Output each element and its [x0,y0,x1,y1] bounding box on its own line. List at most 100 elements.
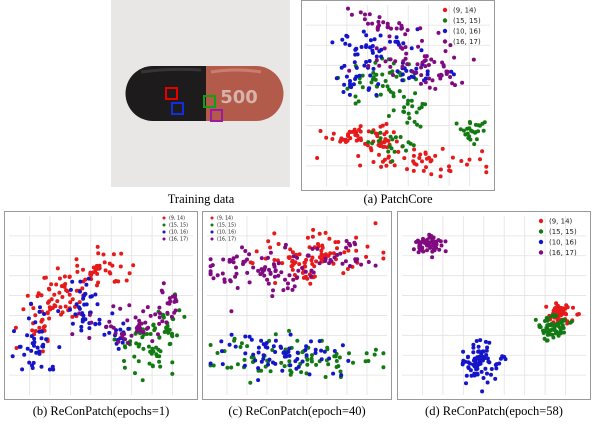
scatter-point [334,365,339,369]
scatter-point [391,94,396,99]
scatter-point [370,141,375,146]
scatter-point [148,332,153,336]
legend-marker [442,39,448,44]
scatter-point [266,362,270,367]
scatter-point [40,349,45,354]
scatter-point [33,313,38,318]
scatter-point [229,309,234,314]
scatter-point [163,329,168,334]
scatter-point [335,246,339,251]
scatter-point [414,162,419,167]
scatter-point [127,271,132,276]
scatter-point [448,43,453,48]
scatter-point [170,360,175,365]
scatter-point [390,69,395,74]
scatter-point [52,292,57,297]
scatter-point [397,89,402,94]
scatter-point [545,318,550,323]
scatter-point [241,262,245,266]
scatter-point [370,21,375,26]
scatter-point [320,243,325,248]
scatter-point [286,281,290,286]
scatter-point [352,60,357,65]
scatter-point [261,342,266,347]
scatter-point [297,252,302,257]
scatter-point [243,249,248,253]
scatter-point [272,263,277,268]
scatter-point [266,255,270,260]
scatter-point [81,313,86,318]
scatter-point [377,152,381,157]
scatter-point [287,359,292,364]
scatter-point [347,43,352,48]
scatter-point [473,359,478,364]
scatter-point [305,235,310,240]
scatter-point [485,345,490,350]
scatter-point [334,359,339,363]
scatter-point [276,242,281,246]
legend-label: (15, 15) [169,223,188,229]
scatter-point [83,317,88,322]
scatter-point [164,325,169,330]
scatter-point [303,275,308,280]
legend-label: (16, 17) [453,38,481,46]
scatter-point [313,351,318,355]
scatter-point [459,159,464,163]
scatter-point [388,64,393,69]
scatter-point [328,258,333,262]
scatter-point [229,332,234,337]
scatter-point [125,318,130,323]
scatter-point [31,306,36,311]
scatter-point [41,325,46,330]
scatter-point [247,280,252,285]
scatter-point [475,372,480,377]
scatter-point [234,271,239,276]
scatter-point [77,300,82,305]
scatter-point [267,357,272,362]
scatter-point [282,350,286,355]
scatter-point [389,146,394,151]
scatter-point [331,251,336,256]
scatter-point [348,136,353,141]
scatter-point [123,345,128,350]
scatter-point [359,262,364,267]
scatter-point [340,343,345,348]
scatter-point [346,132,350,137]
scatter-point [437,247,442,252]
scatter-point [559,320,563,325]
scatter-point [394,139,399,144]
scatter-point [378,33,383,38]
scatter-point [472,142,477,147]
scatter-point [562,330,566,335]
scatter-point [546,330,551,335]
patch-marker-purple [210,109,223,122]
scatter-point [262,273,267,278]
scatter-point [300,359,305,364]
legend-label: (16, 17) [549,249,577,257]
scatter-point [344,33,349,38]
scatter-point [271,288,275,293]
scatter-point [137,322,142,327]
scatter-point [384,163,389,168]
scatter-point [147,361,152,366]
scatter-point [118,327,123,332]
scatter-point [411,153,416,158]
scatter-point [386,114,391,118]
scatter-point [39,364,44,369]
scatter-point [425,248,429,253]
scatter-point [394,74,399,79]
scatter-point [564,304,569,309]
scatter-point [169,314,174,319]
scatter-point [27,360,32,365]
scatter-point [440,60,445,65]
scatter-point [57,276,62,281]
scatter-point [432,239,437,244]
scatter-point [481,128,486,133]
scatter-point [83,291,88,296]
scatter-point [374,72,379,77]
scatter-point [256,268,261,273]
scatter-point [370,44,375,48]
pill-label: 500 [220,87,258,108]
scatter-point [35,345,40,350]
scatter-point [318,129,323,133]
